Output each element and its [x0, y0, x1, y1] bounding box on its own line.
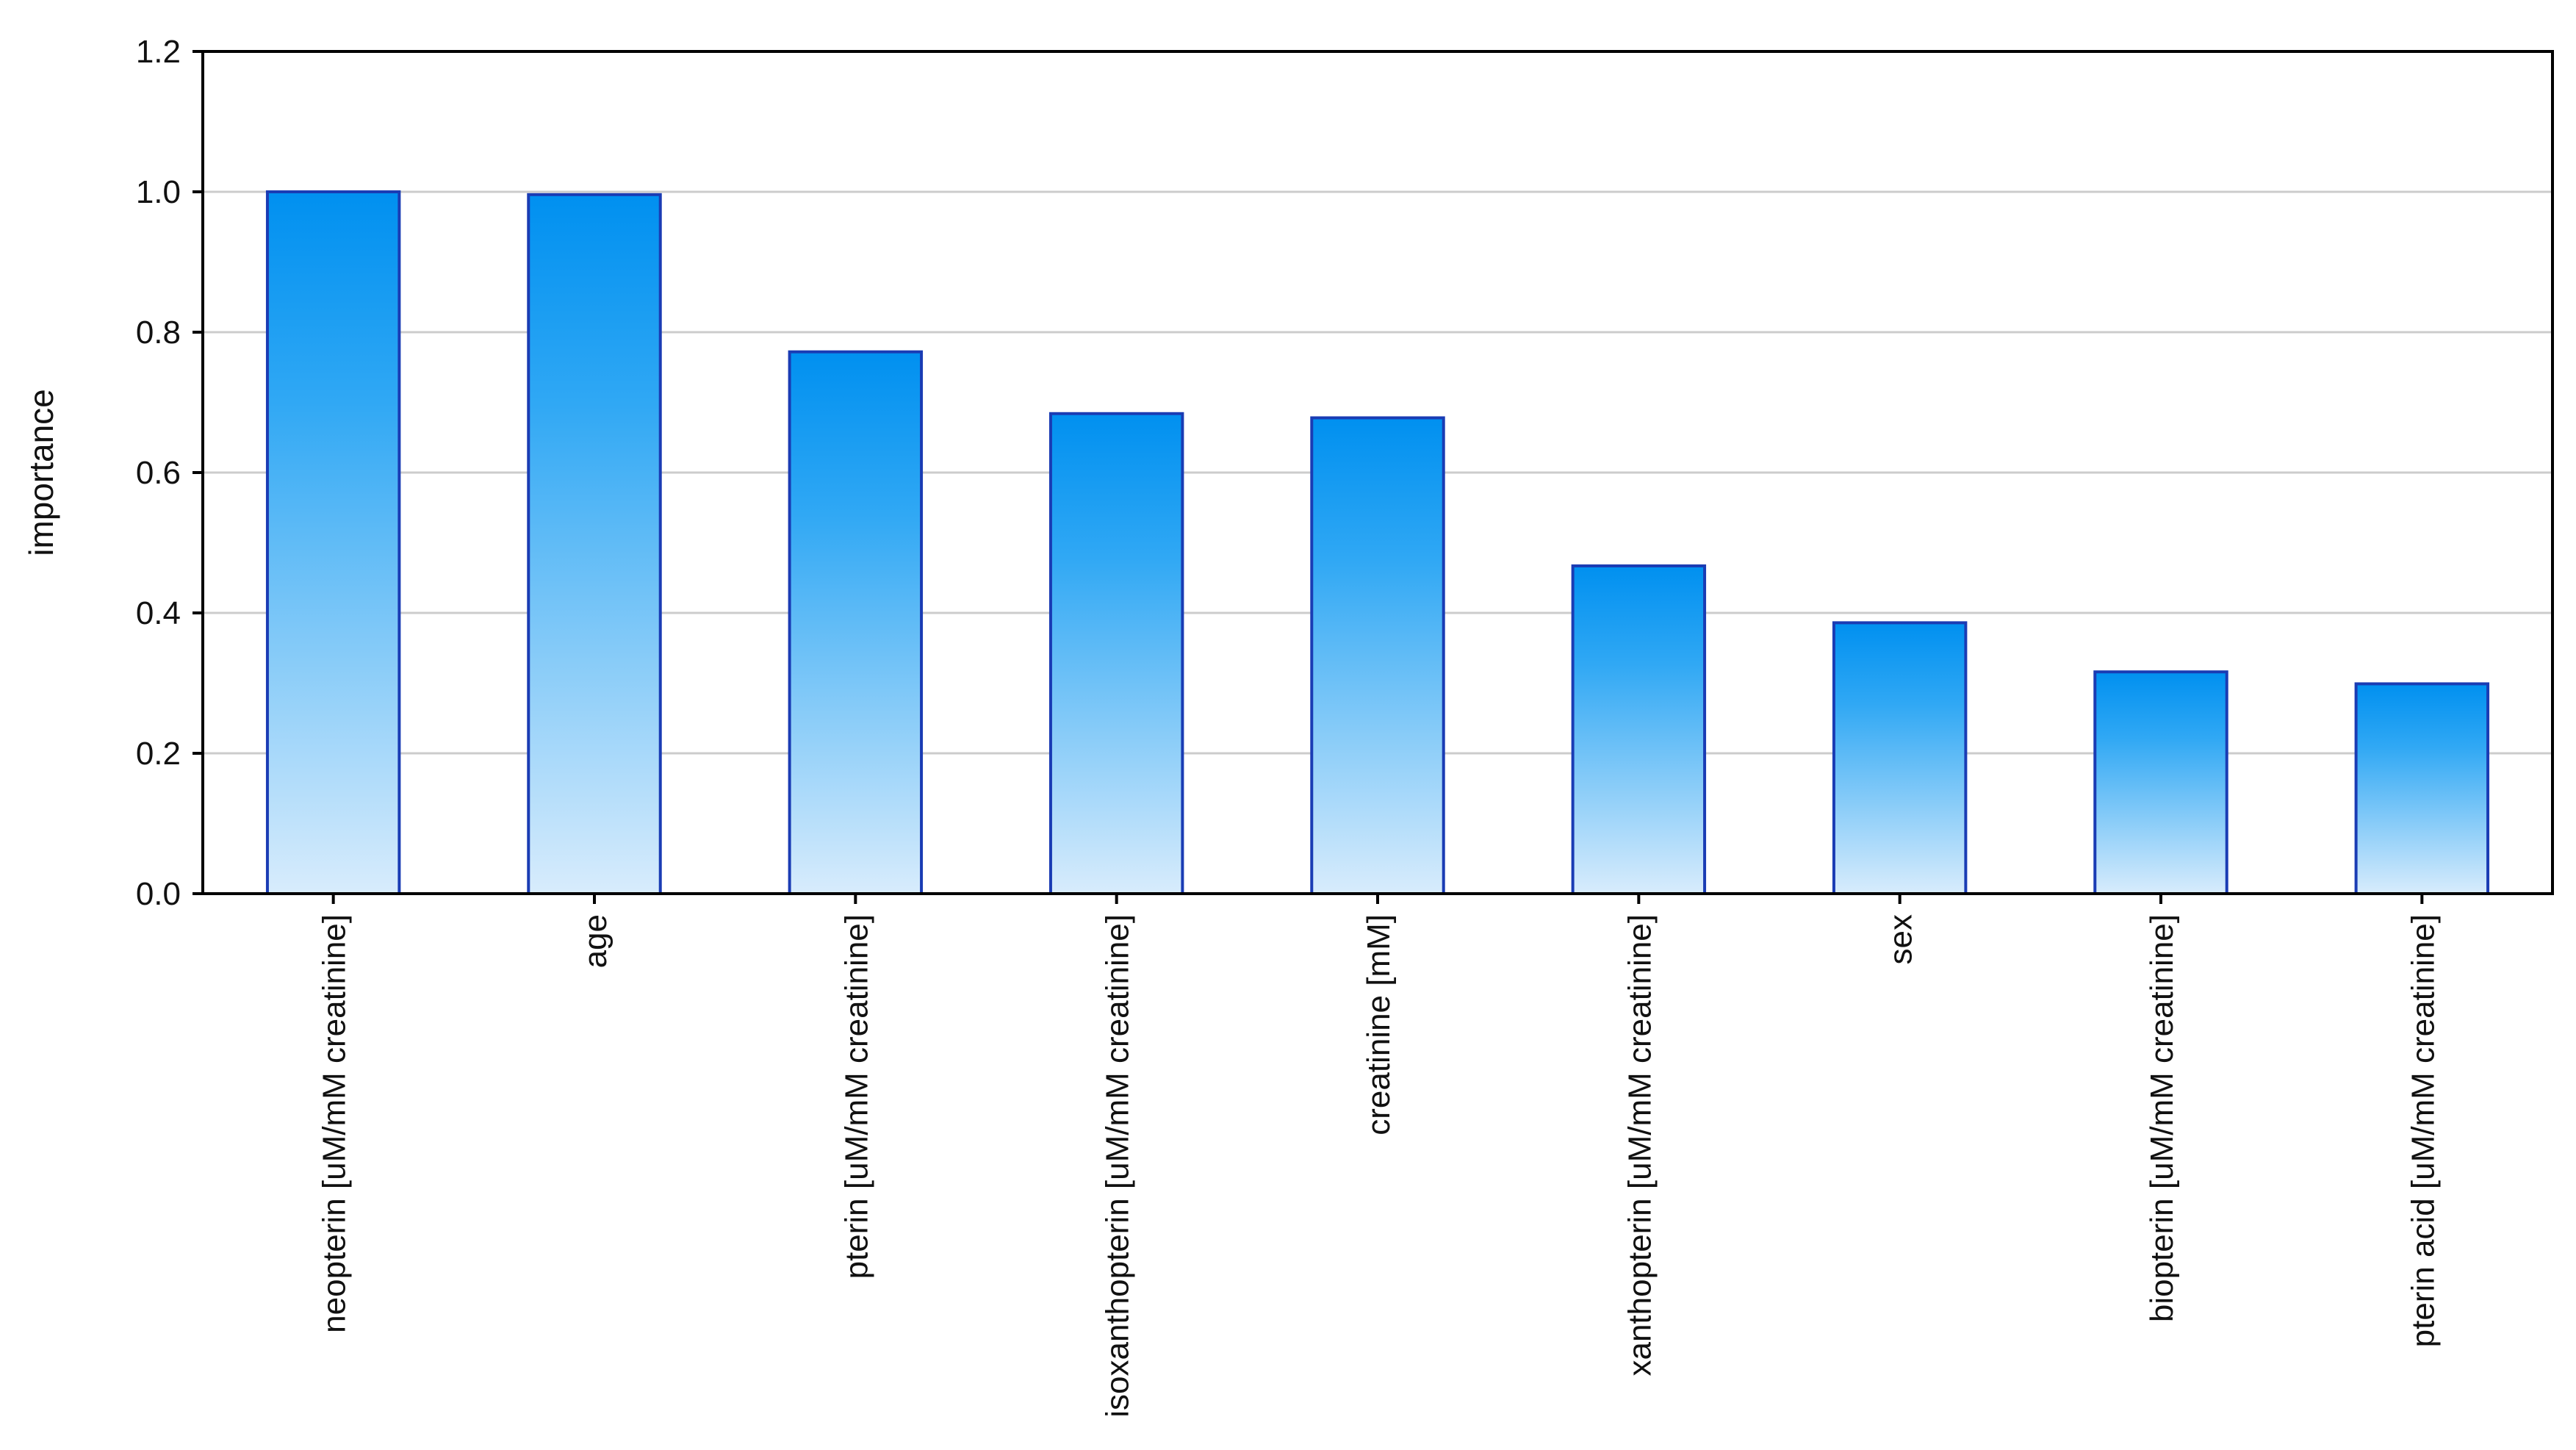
x-tick-label: pterin acid [uM/mM creatinine]	[2405, 914, 2441, 1347]
y-tick-label: 0.6	[136, 455, 181, 491]
bar	[527, 193, 662, 895]
y-tick-label: 0.8	[136, 315, 181, 351]
x-tick-label: sex	[1883, 914, 1919, 964]
x-tick-label: isoxanthopterin [uM/mM creatinine]	[1100, 914, 1136, 1418]
bar	[2354, 682, 2490, 896]
x-tick-label: creatinine [mM]	[1361, 914, 1397, 1135]
bar	[1571, 564, 1707, 895]
bar	[1310, 416, 1445, 895]
y-tick-label: 0.0	[136, 876, 181, 912]
bar	[1048, 412, 1184, 895]
x-tick-label: age	[578, 914, 614, 968]
bar	[265, 190, 401, 895]
x-tick-label: xanthopterin [uM/mM creatinine]	[1622, 914, 1658, 1377]
x-tick-label: pterin [uM/mM creatinine]	[838, 914, 874, 1279]
y-axis-ticks: 0.0 0.2 0.4 0.6 0.8 1.0 1.2	[136, 34, 203, 912]
bar	[788, 350, 924, 895]
bar	[1832, 621, 1968, 895]
y-tick-label: 1.0	[136, 174, 181, 210]
y-tick-label: 0.4	[136, 595, 181, 631]
bar	[2093, 670, 2228, 895]
x-axis-ticks: neopterin [uM/mM creatinine] age pterin [u…	[317, 894, 2441, 1418]
y-axis-label: importance	[22, 389, 60, 556]
y-tick-label: 1.2	[136, 34, 181, 70]
y-tick-label: 0.2	[136, 736, 181, 772]
x-tick-label: neopterin [uM/mM creatinine]	[317, 914, 353, 1333]
x-tick-label: biopterin [uM/mM creatinine]	[2144, 914, 2180, 1322]
bars	[265, 190, 2490, 896]
